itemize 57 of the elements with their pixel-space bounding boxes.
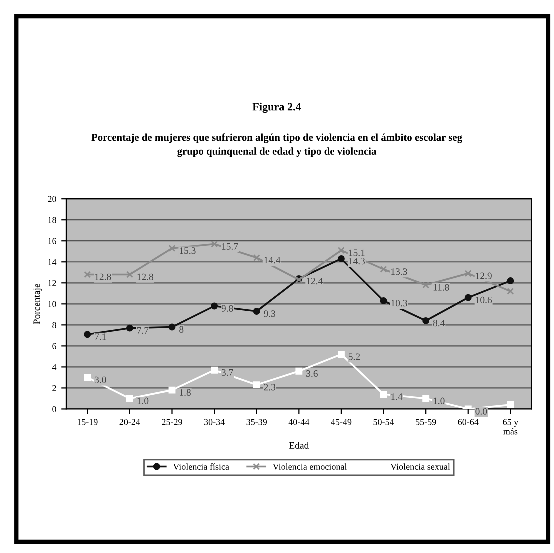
data-label: 14.4 (264, 257, 281, 264)
y-tick-label: 8 (52, 322, 56, 328)
y-tick-label: 20 (48, 196, 56, 202)
legend-label: Violencia emocional (272, 464, 348, 470)
data-label: 13.3 (392, 268, 408, 276)
data-label: 12.4 (306, 278, 323, 285)
x-tick-label: 65 y más (503, 419, 519, 435)
y-tick-label: 6 (52, 343, 56, 350)
data-label: 12.8 (138, 274, 154, 280)
data-label: 1.8 (180, 389, 191, 396)
y-tick-label: 2 (52, 385, 56, 392)
y-tick-label: 10 (48, 301, 56, 308)
data-label: 9.3 (264, 310, 276, 318)
y-tick-label: 16 (48, 238, 56, 244)
data-label: 2.3 (264, 384, 276, 391)
x-tick-label: 60-64 (458, 419, 479, 426)
x-tick-label: 20-24 (120, 419, 140, 426)
data-label: 3.0 (95, 376, 106, 384)
text: Violencia sexual (390, 464, 450, 470)
y-tick-label: 12 (48, 280, 56, 286)
data-label: 11.8 (434, 284, 450, 291)
data-label: 5.2 (348, 354, 360, 360)
data-label: 8 (180, 326, 184, 333)
data-label: 15.7 (222, 243, 238, 250)
data-label: 0.0 (476, 408, 488, 415)
data-label: 9.8 (222, 305, 234, 312)
data-label: 12.8 (95, 274, 112, 280)
x-tick-label: 30-34 (204, 419, 225, 426)
x-tick-label: 50-54 (374, 419, 394, 426)
x-tick-label: 45-49 (331, 419, 352, 426)
data-label: 8.4 (433, 320, 446, 327)
x-tick-label: 25-29 (162, 419, 182, 426)
data-label: 10.6 (476, 296, 492, 304)
data-label: 15.3 (180, 248, 196, 254)
data-label: 3.7 (222, 369, 234, 376)
legend-label: Violencia física (173, 464, 230, 470)
x-axis-title: Edad (289, 442, 310, 449)
data-label: 1.0 (138, 398, 149, 404)
y-axis-title: Porcentaje (34, 284, 42, 324)
data-label: 3.6 (306, 370, 318, 378)
y-tick-label: 18 (48, 217, 56, 224)
data-label: 7.1 (95, 334, 106, 340)
y-tick-label: 4 (52, 364, 57, 370)
x-tick-label: 15-19 (78, 419, 98, 426)
chart-subtitle: Porcentaje de mujeres que sufrieron algún tipo de violencia en el ámbito escolar seg grupo quinquenal de edad y tipo de violencia (92, 134, 462, 158)
data-label: 1.4 (392, 394, 403, 400)
x-tick-label: 35-39 (246, 419, 268, 426)
y-tick-label: 14 (48, 259, 57, 266)
data-label: 10.3 (392, 300, 408, 307)
data-label: 12.9 (476, 272, 492, 280)
data-label: 15.1 (349, 250, 365, 256)
data-label: 1.0 (434, 398, 445, 404)
x-tick-label: 55-59 (416, 419, 436, 426)
x-tick-label: 40-44 (288, 419, 310, 426)
y-tick-label: 0 (52, 406, 56, 412)
data-label: 7.7 (138, 328, 149, 334)
chart-title: Figura 2.4 (252, 102, 302, 114)
